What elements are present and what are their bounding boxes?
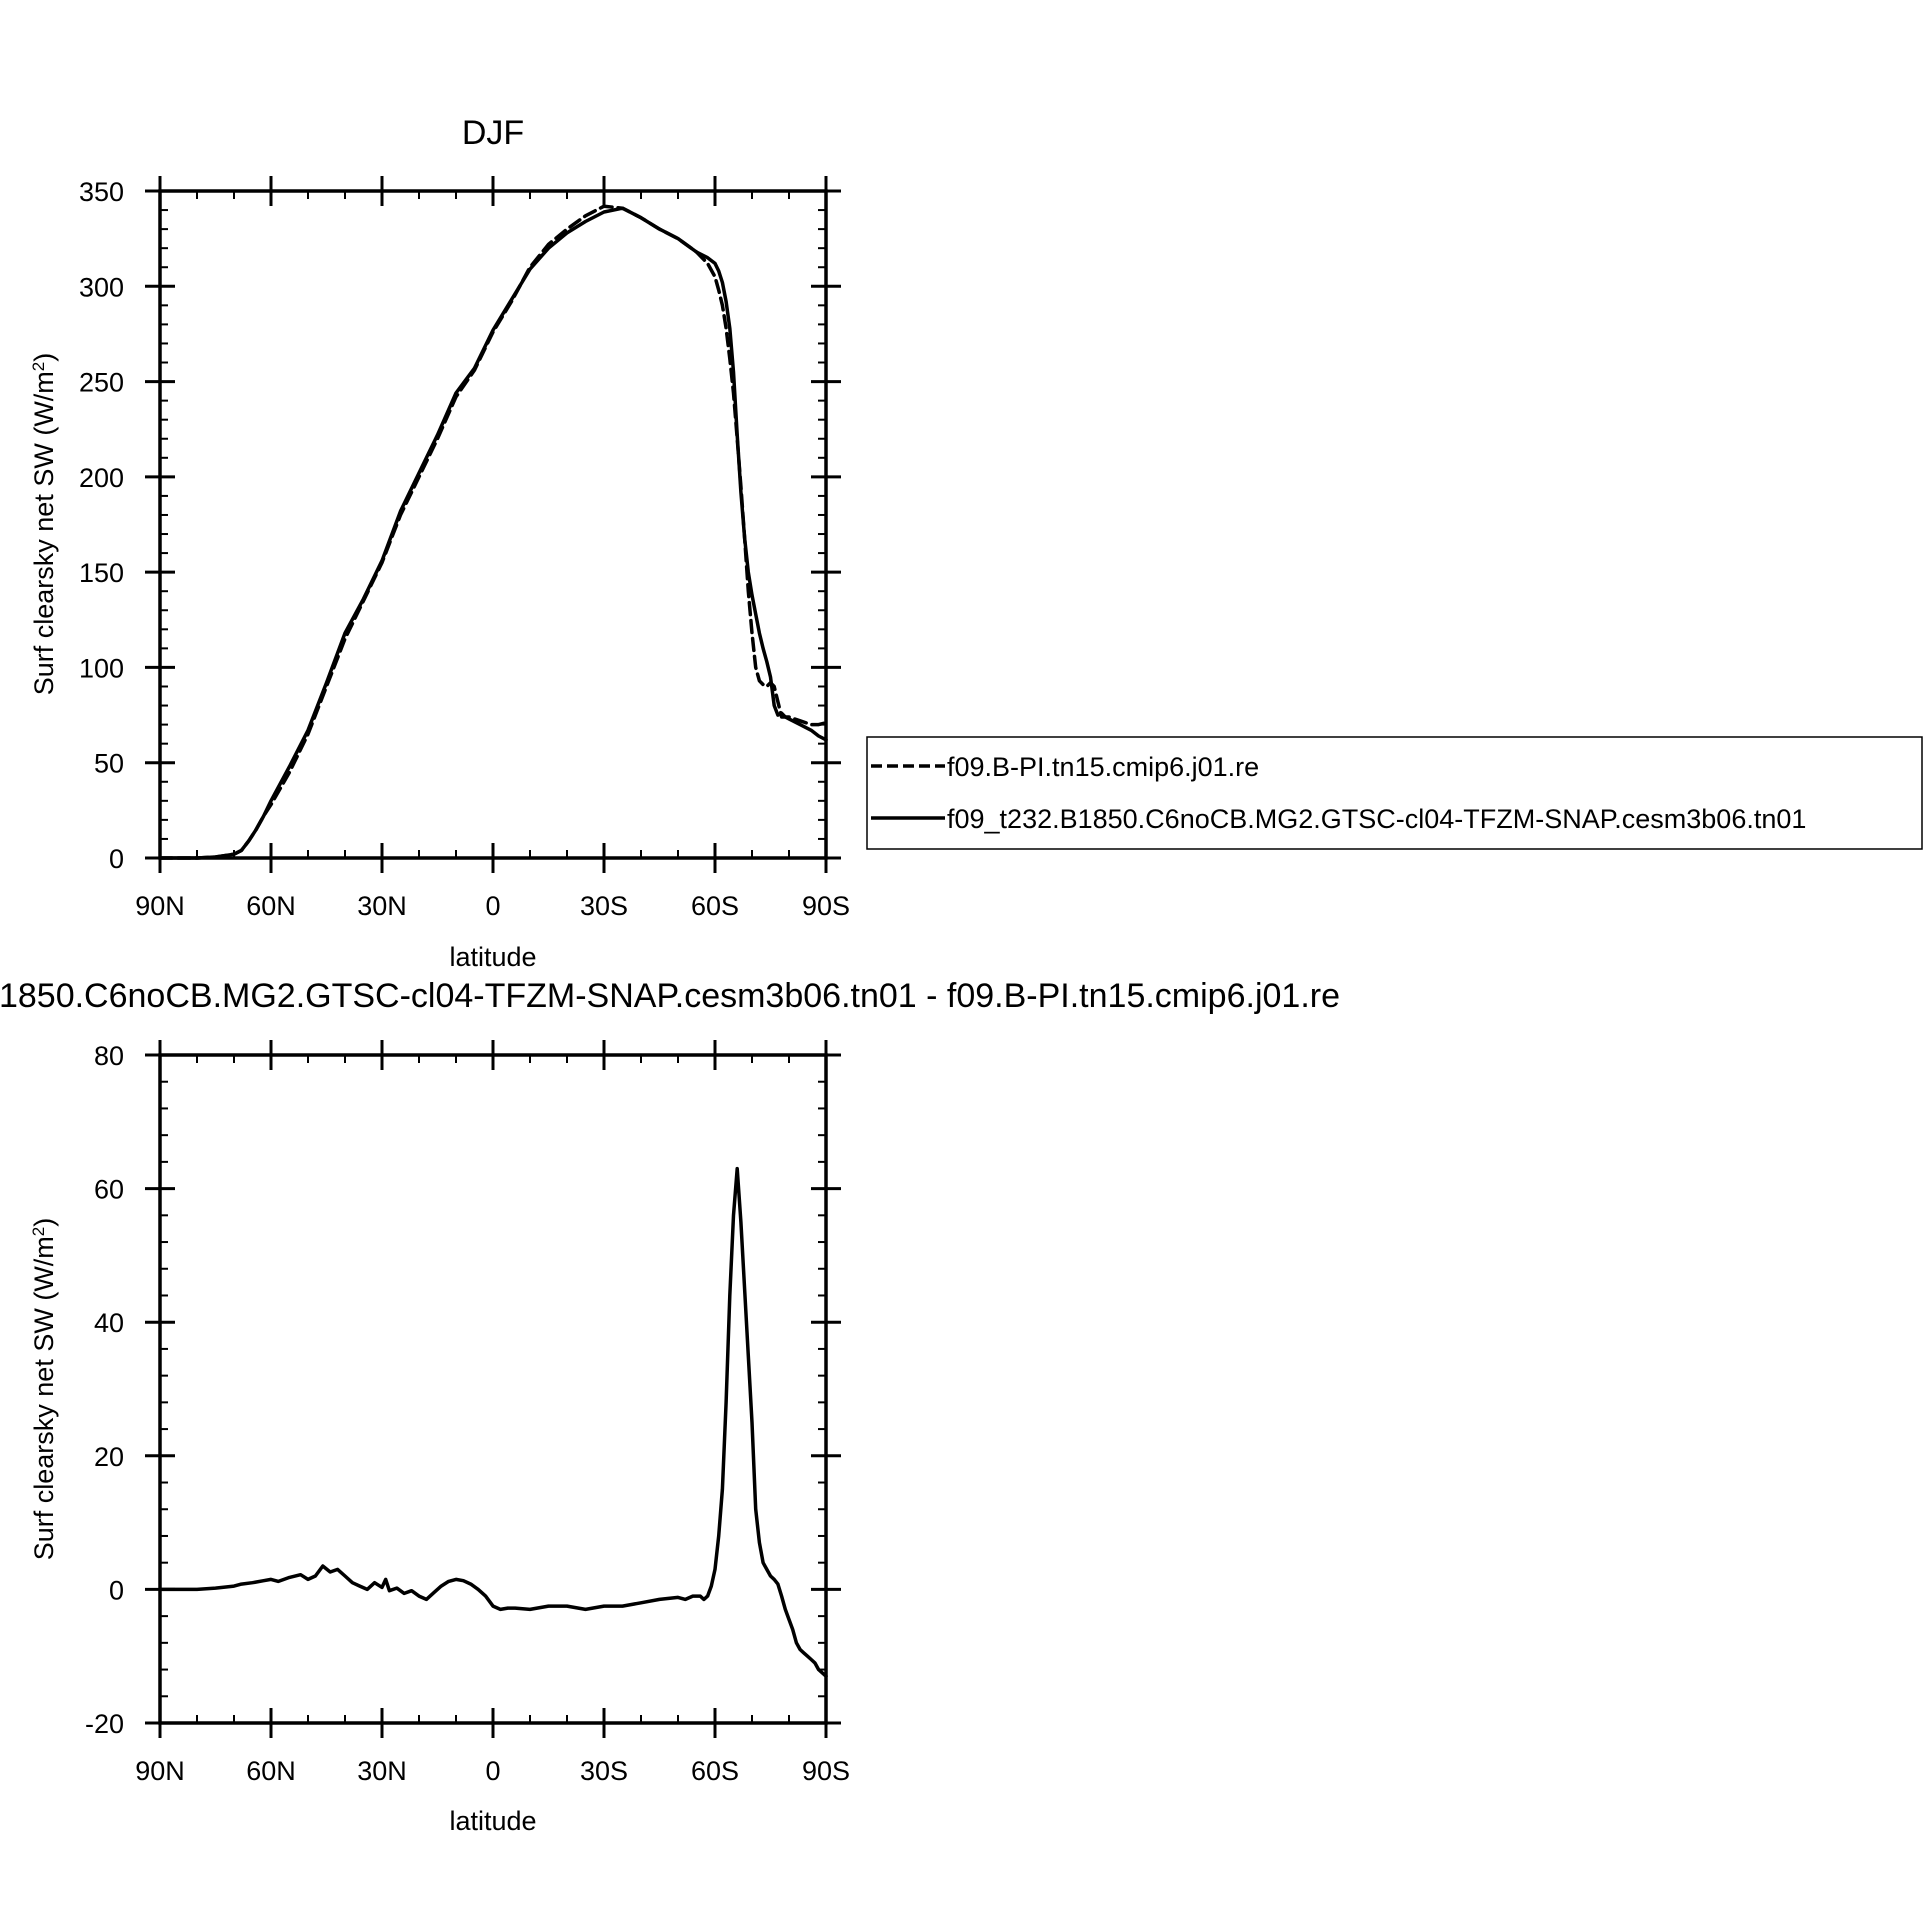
y-tick-label: 50 [94,749,124,779]
series-line-solid [158,206,828,860]
legend-entry-series-2: f09_t232.B1850.C6noCB.MG2.GTSC-cl04-TFZM… [947,804,1806,834]
y-tick-label: 350 [79,177,124,207]
x-tick-label: 30N [357,1756,407,1786]
bottom-panel-y-tick-labels: -20 0 20 40 60 80 [85,1041,124,1739]
x-tick-label: 30S [580,891,628,921]
y-tick-label: 100 [79,653,124,683]
bottom-panel-series [158,1166,828,1678]
y-tick-label: 200 [79,463,124,493]
y-tick-label: 40 [94,1308,124,1338]
legend-frame [866,736,1923,850]
x-tick-label: 60S [691,1756,739,1786]
x-tick-label: 0 [485,891,500,921]
series-line-dashed [158,204,828,860]
x-tick-label: 60N [246,891,296,921]
y-tick-label: 60 [94,1175,124,1205]
top-panel-y-tick-labels: 0 50 100 150 200 250 300 350 [79,177,124,874]
x-tick-label: 90N [135,891,185,921]
top-panel-x-axis-label: latitude [449,942,536,972]
bottom-panel-plot-frame [158,1053,828,1725]
top-panel-x-tick-labels: 90N 60N 30N 0 30S 60S 90S [135,891,850,921]
bottom-panel-x-axis-label: latitude [449,1806,536,1836]
bottom-panel-title: f09_t232.B1850.C6noCB.MG2.GTSC-cl04-TFZM… [0,977,1340,1015]
y-tick-label: 20 [94,1442,124,1472]
top-panel-plot-frame [158,189,828,860]
series-line-solid [158,1166,828,1678]
bottom-panel: f09_t232.B1850.C6noCB.MG2.GTSC-cl04-TFZM… [0,977,1340,1836]
x-tick-label: 30S [580,1756,628,1786]
x-tick-label: 60S [691,891,739,921]
y-tick-label: 250 [79,368,124,398]
y-tick-label: 300 [79,272,124,302]
x-tick-label: 60N [246,1756,296,1786]
bottom-panel-y-axis-label: Surf clearsky net SW (W/m2) [29,1218,60,1561]
y-tick-label: 150 [79,558,124,588]
y-tick-label: 80 [94,1041,124,1071]
bottom-panel-x-tick-labels: 90N 60N 30N 0 30S 60S 90S [135,1756,850,1786]
legend: f09.B-PI.tn15.cmip6.j01.re f09_t232.B185… [866,736,1923,850]
top-panel-series [158,204,828,860]
x-tick-label: 30N [357,891,407,921]
legend-entry-series-1: f09.B-PI.tn15.cmip6.j01.re [947,752,1259,782]
y-tick-label: -20 [85,1709,124,1739]
x-tick-label: 90S [802,891,850,921]
x-tick-label: 90N [135,1756,185,1786]
top-panel-title: DJF [462,114,524,152]
x-tick-label: 90S [802,1756,850,1786]
top-panel-y-axis-label: Surf clearsky net SW (W/m2) [29,353,60,696]
x-tick-label: 0 [485,1756,500,1786]
y-tick-label: 0 [109,844,124,874]
y-tick-label: 0 [109,1575,124,1605]
top-panel: DJF 0 50 100 150 200 250 300 350 90N 60N 30N 0 30S 6… [29,114,851,972]
